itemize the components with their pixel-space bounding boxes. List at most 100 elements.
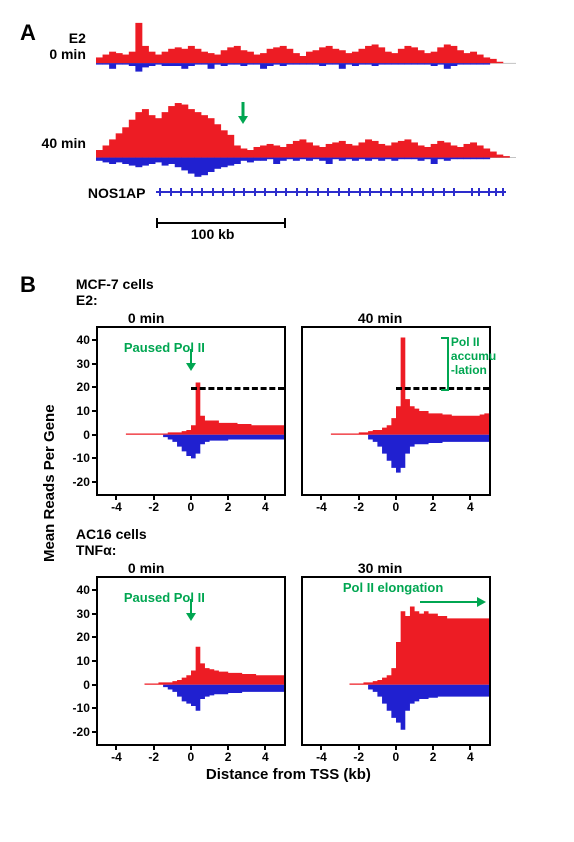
metaplot-chart: -20-10010203040-4-20240 minPaused Pol II xyxy=(96,326,286,496)
x-tick-label: -2 xyxy=(353,750,364,764)
gene-exon-tick xyxy=(380,188,382,196)
track-area: E2 0 min 40 min NOS1AP 100 kb xyxy=(96,20,516,242)
gene-exon-tick xyxy=(243,188,245,196)
x-tick-label: 0 xyxy=(393,500,400,514)
gene-exon-tick xyxy=(495,188,497,196)
y-tick-label: 20 xyxy=(68,630,90,644)
scale-bar: 100 kb xyxy=(156,218,286,242)
treatment-label: TNFα: xyxy=(76,542,491,558)
panel-b-label: B xyxy=(20,272,36,298)
gene-exon-tick xyxy=(296,188,298,196)
scalebar-label: 100 kb xyxy=(191,226,235,242)
gene-exon-tick xyxy=(411,188,413,196)
x-tick-label: 0 xyxy=(188,500,195,514)
gene-exon-tick xyxy=(159,188,161,196)
gene-name: NOS1AP xyxy=(88,185,146,201)
y-axis-label: Mean Reads Per Gene xyxy=(41,404,58,562)
track-label-40: 40 min xyxy=(26,135,86,151)
gene-exon-tick xyxy=(212,188,214,196)
gene-exon-tick xyxy=(401,188,403,196)
y-tick-label: 30 xyxy=(68,357,90,371)
x-tick-label: 2 xyxy=(430,750,437,764)
gene-exon-tick xyxy=(233,188,235,196)
panel-a: A E2 0 min 40 min NOS1AP 100 kb xyxy=(20,20,554,242)
gene-exon-tick xyxy=(348,188,350,196)
chart-time-label: 0 min xyxy=(128,560,165,576)
accumulation-label: Pol IIaccumu-lation xyxy=(451,335,496,377)
y-tick-label: 0 xyxy=(68,678,90,692)
y-tick-label: 0 xyxy=(68,428,90,442)
elongation-label: Pol II elongation xyxy=(343,580,443,595)
genome-track-0min: E2 0 min xyxy=(96,20,516,80)
x-tick-label: -2 xyxy=(148,500,159,514)
metaplot-chart: -20-10010203040-4-20240 minPaused Pol II xyxy=(96,576,286,746)
arrow-down-icon xyxy=(190,349,192,363)
gene-exon-tick xyxy=(285,188,287,196)
gene-exon-tick xyxy=(180,188,182,196)
gene-exon-tick xyxy=(453,188,455,196)
baseline-dash xyxy=(191,387,284,390)
y-tick-label: -10 xyxy=(68,451,90,465)
gene-exon-tick xyxy=(264,188,266,196)
x-tick-label: -4 xyxy=(316,750,327,764)
metaplot-chart: -4-202440 minPol IIaccumu-lation xyxy=(301,326,491,496)
x-tick-label: 4 xyxy=(262,750,269,764)
x-tick-label: 4 xyxy=(262,500,269,514)
x-tick-label: -2 xyxy=(148,750,159,764)
gene-model-track: NOS1AP xyxy=(96,185,516,215)
x-tick-label: 0 xyxy=(188,750,195,764)
x-tick-label: 0 xyxy=(393,750,400,764)
scalebar-tick-left xyxy=(156,218,158,228)
gene-exon-tick xyxy=(275,188,277,196)
arrow-right-head-icon xyxy=(477,597,486,607)
y-tick-label: 30 xyxy=(68,607,90,621)
chart-row: -20-10010203040-4-20240 minPaused Pol II… xyxy=(96,326,491,496)
arrow-down-icon xyxy=(190,599,192,613)
genome-track-40min: 40 min xyxy=(96,100,516,180)
gene-exon-tick xyxy=(359,188,361,196)
charts-wrap: Mean Reads Per Gene MCF-7 cellsE2:-20-10… xyxy=(66,272,491,783)
gene-exon-tick xyxy=(338,188,340,196)
gene-exon-tick xyxy=(390,188,392,196)
gene-exon-tick xyxy=(201,188,203,196)
condition-e2: E2 xyxy=(69,30,86,46)
gene-exon-tick xyxy=(478,188,480,196)
gene-exon-tick xyxy=(222,188,224,196)
metaplot-chart: -4-202430 minPol II elongation xyxy=(301,576,491,746)
x-axis-label: Distance from TSS (kb) xyxy=(86,766,491,783)
track-label: E2 0 min xyxy=(26,30,86,62)
bracket-icon xyxy=(441,337,449,391)
y-tick-label: 20 xyxy=(68,380,90,394)
x-tick-label: 2 xyxy=(430,500,437,514)
cell-line-label: AC16 cells xyxy=(76,526,491,542)
x-tick-label: 2 xyxy=(225,750,232,764)
x-tick-label: -4 xyxy=(316,500,327,514)
time-40: 40 min xyxy=(42,135,86,151)
x-tick-label: 4 xyxy=(467,750,474,764)
gene-exon-tick xyxy=(327,188,329,196)
arrow-down-head-icon xyxy=(186,613,196,621)
y-tick-label: -10 xyxy=(68,701,90,715)
scalebar-tick-right xyxy=(284,218,286,228)
treatment-label: E2: xyxy=(76,292,491,308)
gene-exon-tick xyxy=(170,188,172,196)
chart-time-label: 30 min xyxy=(358,560,402,576)
gene-exon-tick xyxy=(502,188,504,196)
x-tick-label: -4 xyxy=(111,500,122,514)
gene-exon-tick xyxy=(488,188,490,196)
x-tick-label: 4 xyxy=(467,500,474,514)
y-tick-label: 10 xyxy=(68,404,90,418)
arrow-down-head-icon xyxy=(186,363,196,371)
y-tick-label: 40 xyxy=(68,333,90,347)
gene-exon-tick xyxy=(306,188,308,196)
x-tick-label: -4 xyxy=(111,750,122,764)
gene-exon-tick xyxy=(191,188,193,196)
gene-exon-tick xyxy=(317,188,319,196)
chart-row: -20-10010203040-4-20240 minPaused Pol II… xyxy=(96,576,491,746)
y-tick-label: -20 xyxy=(68,475,90,489)
chart-time-label: 40 min xyxy=(358,310,402,326)
x-tick-label: 2 xyxy=(225,500,232,514)
time-0: 0 min xyxy=(49,46,86,62)
cell-line-label: MCF-7 cells xyxy=(76,276,491,292)
y-tick-label: -20 xyxy=(68,725,90,739)
